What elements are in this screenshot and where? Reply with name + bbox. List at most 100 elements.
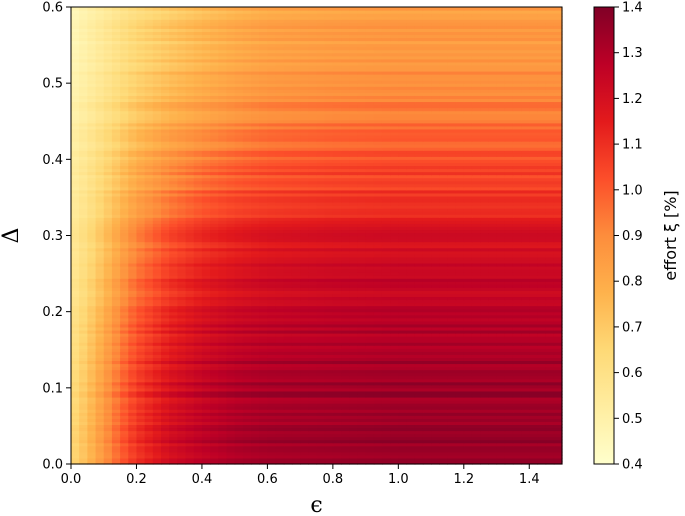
heatmap-cell: [103, 329, 113, 334]
heatmap-cell: [496, 348, 506, 352]
heatmap-cell: [414, 357, 424, 362]
heatmap-cell: [103, 332, 113, 337]
heatmap-cell: [201, 393, 211, 398]
heatmap-cell: [324, 400, 334, 404]
heatmap-cell: [87, 372, 97, 377]
heatmap-cell: [283, 366, 293, 371]
heatmap-cell: [512, 384, 522, 389]
heatmap-cell: [95, 229, 105, 234]
heatmap-cell: [103, 339, 113, 343]
heatmap-cell: [267, 235, 277, 240]
heatmap-cell: [373, 421, 383, 425]
heatmap-cell: [414, 348, 424, 352]
heatmap-cell: [152, 418, 162, 422]
heatmap-cell: [545, 448, 555, 453]
heatmap-cell: [480, 342, 489, 346]
heatmap-cell: [496, 433, 506, 438]
heatmap-cell: [521, 454, 530, 459]
heatmap-cell: [144, 253, 154, 258]
heatmap-cell: [512, 259, 522, 264]
heatmap-cell: [185, 265, 195, 270]
heatmap-cell: [471, 302, 481, 307]
heatmap-cell: [488, 384, 498, 389]
heatmap-cell: [95, 226, 105, 231]
heatmap-cell: [177, 412, 187, 416]
heatmap-cell: [447, 363, 457, 368]
heatmap-cell: [341, 451, 350, 456]
heatmap-cell: [300, 223, 309, 227]
heatmap-cell: [300, 360, 309, 365]
heatmap-cell: [275, 415, 285, 419]
heatmap-cell: [480, 448, 489, 453]
heatmap-cell: [87, 396, 97, 401]
heatmap-cell: [259, 296, 268, 301]
heatmap-cell: [120, 284, 129, 288]
heatmap-cell: [128, 247, 138, 252]
heatmap-cell: [553, 436, 563, 441]
heatmap-cell: [87, 290, 97, 294]
heatmap-cell: [152, 299, 162, 304]
heatmap-cell: [422, 232, 432, 237]
heatmap-cell: [283, 381, 293, 386]
heatmap-cell: [447, 326, 457, 331]
heatmap-cell: [455, 351, 465, 355]
heatmap-cell: [406, 381, 416, 386]
heatmap-cell: [251, 223, 260, 227]
heatmap-cell: [242, 418, 252, 422]
heatmap-cell: [349, 412, 359, 416]
heatmap-cell: [480, 287, 489, 291]
heatmap-cell: [463, 290, 473, 294]
heatmap-cell: [218, 412, 228, 416]
heatmap-cell: [431, 284, 440, 288]
heatmap-cell: [471, 281, 481, 285]
heatmap-cell: [545, 351, 555, 355]
heatmap-cell: [521, 424, 530, 429]
heatmap-cell: [259, 238, 268, 243]
heatmap-cell: [152, 314, 162, 319]
heatmap-cell: [529, 332, 539, 337]
heatmap-cell: [79, 451, 88, 456]
heatmap-cell: [152, 208, 162, 212]
heatmap-cell: [275, 424, 285, 429]
heatmap-cell: [341, 305, 350, 310]
heatmap-cell: [504, 378, 514, 383]
heatmap-cell: [373, 311, 383, 316]
heatmap-cell: [226, 354, 236, 358]
heatmap-cell: [431, 369, 440, 374]
heatmap-cell: [267, 436, 277, 441]
heatmap-cell: [439, 357, 449, 362]
heatmap-cell: [349, 369, 359, 374]
heatmap-cell: [512, 363, 522, 368]
heatmap-cell: [341, 317, 350, 322]
heatmap-cell: [120, 430, 129, 435]
heatmap-cell: [193, 375, 203, 380]
heatmap-cell: [373, 442, 383, 447]
heatmap-cell: [95, 284, 105, 288]
heatmap-cell: [251, 299, 260, 304]
heatmap-cell: [390, 354, 399, 358]
heatmap-cell: [447, 220, 457, 224]
heatmap-cell: [201, 308, 211, 313]
heatmap-cell: [120, 269, 129, 273]
heatmap-cell: [283, 375, 293, 380]
heatmap-cell: [251, 214, 260, 218]
heatmap-cell: [537, 366, 547, 371]
heatmap-cell: [193, 278, 203, 282]
heatmap-cell: [373, 320, 383, 325]
heatmap-cell: [87, 421, 97, 425]
heatmap-cell: [251, 241, 260, 246]
heatmap-cell: [381, 238, 391, 243]
heatmap-cell: [87, 220, 97, 224]
heatmap-cell: [308, 329, 318, 334]
heatmap-cell: [504, 214, 514, 218]
heatmap-cell: [332, 272, 342, 276]
heatmap-cell: [71, 284, 80, 288]
heatmap-cell: [128, 372, 138, 377]
heatmap-cell: [553, 345, 563, 349]
heatmap-cell: [161, 250, 170, 255]
heatmap-cell: [496, 308, 506, 313]
heatmap-cell: [349, 390, 359, 395]
heatmap-cell: [71, 406, 80, 410]
heatmap-cell: [390, 351, 399, 355]
heatmap-cell: [291, 369, 301, 374]
